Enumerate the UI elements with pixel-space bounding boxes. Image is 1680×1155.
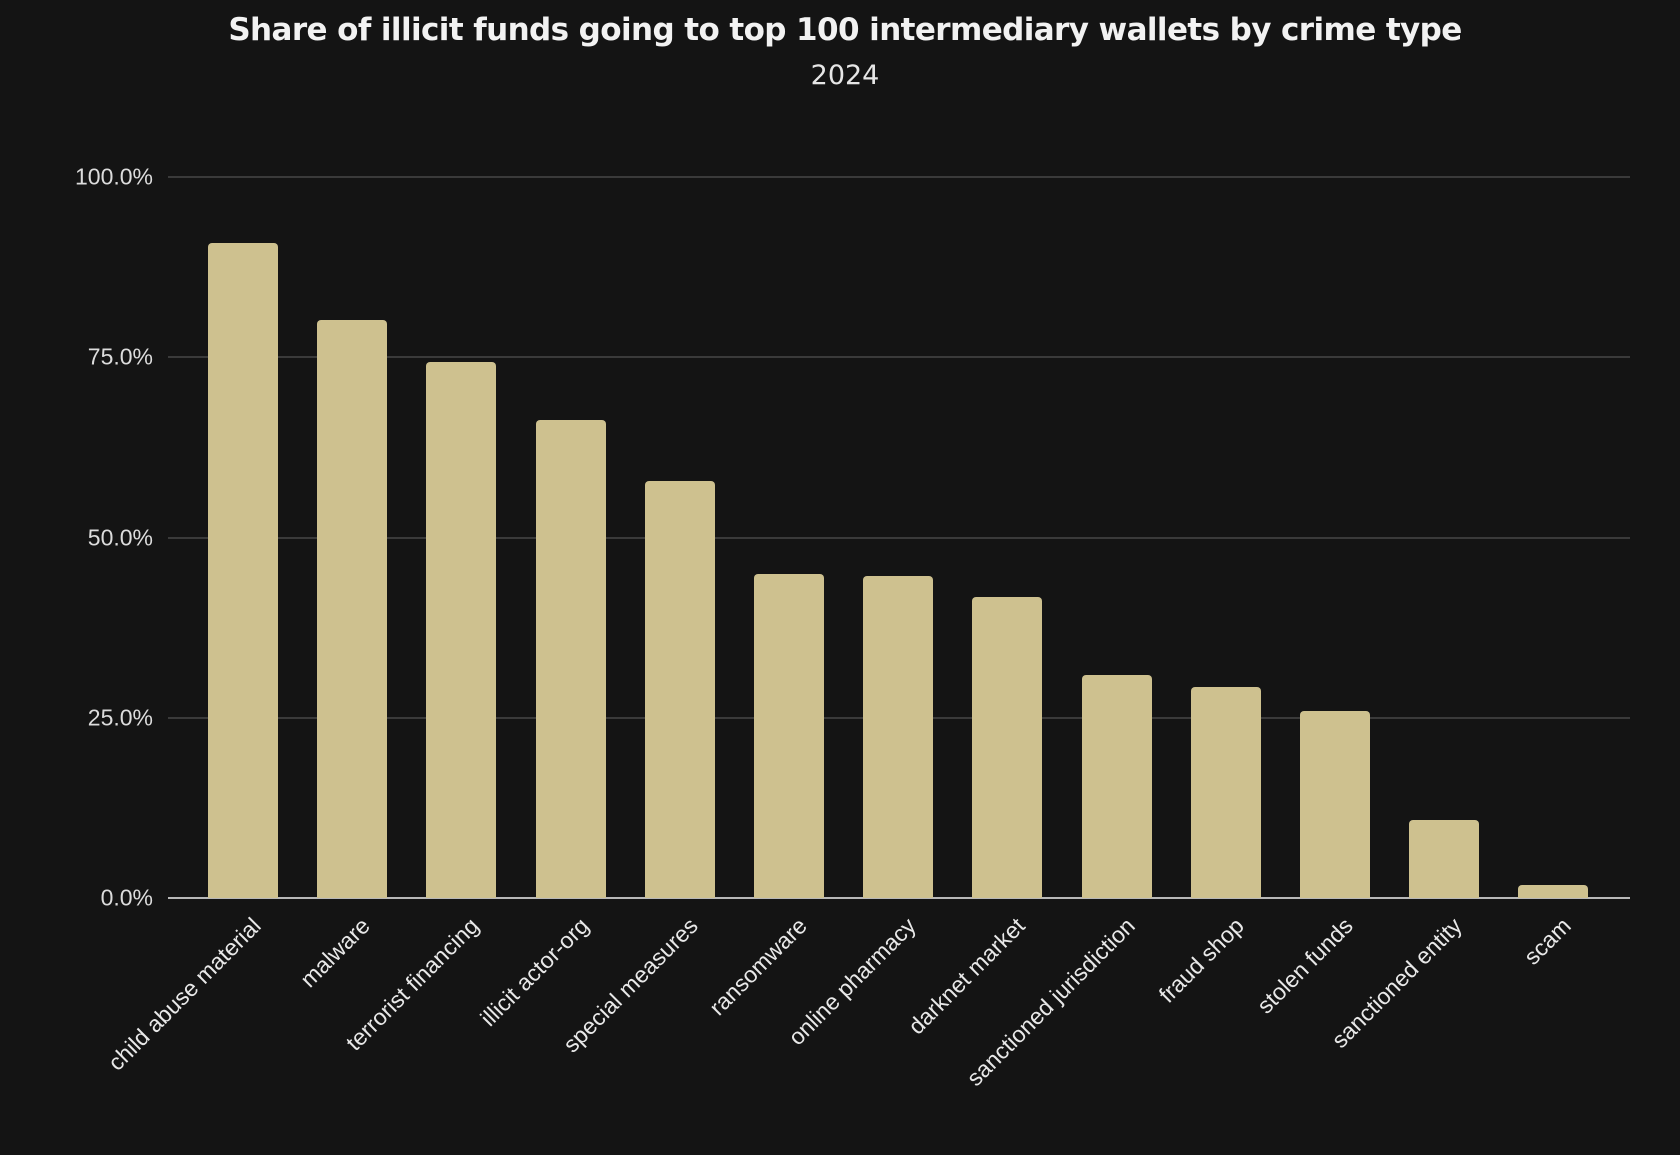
bar[interactable] (863, 575, 934, 898)
bar[interactable] (972, 596, 1043, 898)
x-tick-label: illicit actor-org (474, 912, 594, 1032)
bar[interactable] (426, 361, 497, 898)
bar[interactable] (754, 573, 824, 898)
bar[interactable] (1190, 686, 1261, 898)
x-tick-label: stolen funds (1251, 912, 1358, 1019)
y-tick-label: 25.0% (87, 704, 153, 731)
bar[interactable] (208, 242, 278, 898)
x-tick-label: child abuse material (102, 912, 266, 1076)
x-tick-label: ransomware (703, 912, 812, 1021)
bar[interactable] (1409, 820, 1480, 898)
y-tick-label: 75.0% (87, 343, 153, 370)
y-tick-label: 0.0% (100, 884, 153, 911)
bar[interactable] (1518, 885, 1589, 898)
chart-subtitle: 2024 (810, 60, 880, 91)
x-tick-label: fraud shop (1153, 912, 1249, 1008)
gridline (168, 536, 1630, 539)
x-tick-label: malware (295, 912, 376, 993)
gridline (168, 356, 1630, 359)
y-tick-label: 50.0% (87, 524, 153, 550)
bar[interactable] (1081, 675, 1152, 898)
bar[interactable] (1300, 710, 1370, 898)
x-axis-line (168, 897, 1630, 899)
bar[interactable] (317, 319, 388, 898)
chart-title: Share of illicit funds going to top 100 … (228, 12, 1462, 48)
gridline (168, 176, 1630, 178)
x-tick-label: scam (1518, 912, 1577, 970)
bar[interactable] (535, 419, 606, 898)
bar[interactable] (644, 481, 715, 898)
y-tick-label: 100.0% (74, 163, 153, 190)
